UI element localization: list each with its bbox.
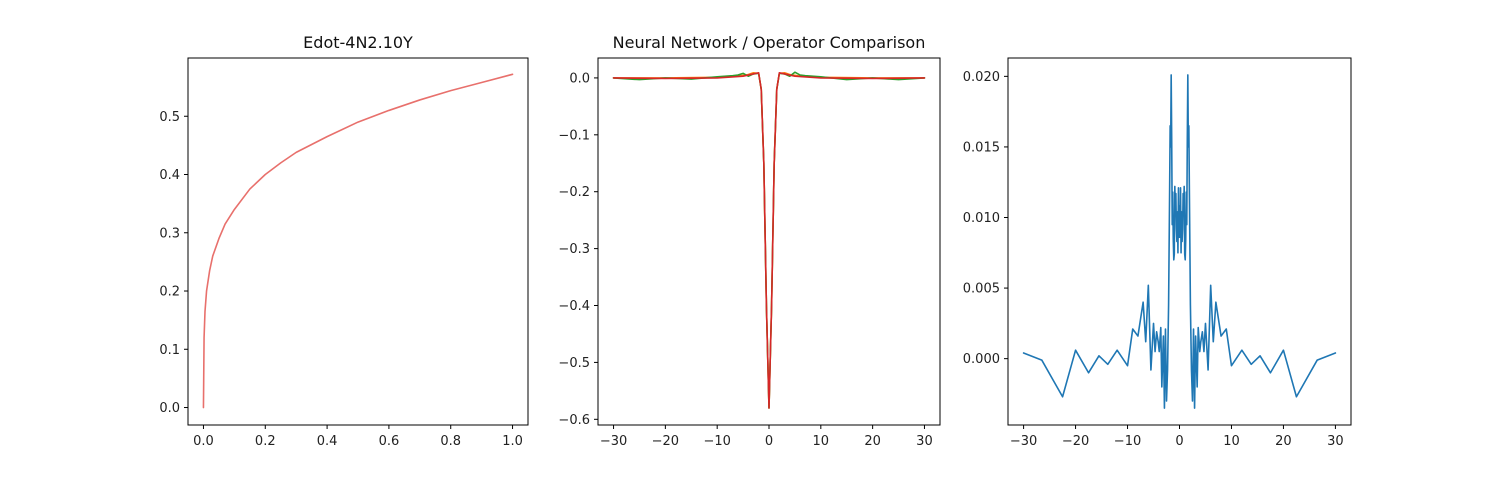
subplot-3-ytick-label: 0.015	[963, 140, 1000, 155]
subplot-2-axes-frame	[597, 57, 941, 426]
subplot-3-xtick-label: −20	[1062, 434, 1089, 449]
subplot-3-xtick-label: −30	[1010, 434, 1037, 449]
subplot-2-title: Neural Network / Operator Comparison	[613, 33, 926, 52]
subplot-1-axes-frame	[187, 57, 529, 426]
subplot-1-plot: 0.0 0.2 0.4 0.6 0.8 1.0 0.0 0.1 0.2 0.3 0.4 0.5	[159, 73, 523, 449]
subplot-3-xtick-label: 10	[1223, 434, 1240, 449]
subplot-3: −30 −20 −10 0 10 20 30 0.000 0.005 0.010 0.015 0.02…	[963, 57, 1352, 449]
subplot-3-xtick-label: 0	[1175, 434, 1183, 449]
subplot-3-ytick-label: 0.000	[963, 352, 1000, 367]
subplot-1-title: Edot-4N2.10Y	[303, 33, 413, 52]
subplot-2-xtick-label: −30	[600, 434, 627, 449]
subplot-2-ytick-label: −0.1	[558, 128, 590, 143]
subplot-1-xtick-label: 0.6	[379, 434, 400, 449]
subplot-2-xtick-label: −20	[652, 434, 679, 449]
subplot-3-series-line-1	[1022, 74, 1337, 409]
subplot-1-ytick-label: 0.5	[159, 110, 180, 125]
subplot-2-ytick-label: −0.2	[558, 185, 590, 200]
subplot-1-ytick-label: 0.0	[159, 401, 180, 416]
subplot-3-xtick-label: 30	[1327, 434, 1344, 449]
subplot-1-xtick-label: 1.0	[502, 434, 523, 449]
subplot-2-xtick-label: 20	[864, 434, 881, 449]
subplot-2-series-line-3	[612, 71, 926, 409]
subplot-3-plot: −30 −20 −10 0 10 20 30 0.000 0.005 0.010 0.015 0.02…	[963, 70, 1344, 449]
subplot-2-plot: −30 −20 −10 0 10 20 30 0.0 −0.1 −0.2 −0.3 −0.4 −0.5 −…	[558, 71, 932, 449]
subplot-3-xtick-label: −10	[1114, 434, 1141, 449]
subplot-1-xtick-label: 0.2	[255, 434, 276, 449]
subplot-2: Neural Network / Operator Comparison −30…	[558, 33, 941, 449]
subplot-2-ytick-label: −0.5	[558, 356, 590, 371]
subplot-1-xtick-label: 0.0	[193, 434, 214, 449]
subplot-1-ytick-label: 0.1	[159, 343, 180, 358]
subplot-1-xtick-label: 0.4	[317, 434, 338, 449]
subplot-2-ytick-label: −0.3	[558, 242, 590, 257]
subplot-1-ytick-label: 0.4	[159, 168, 180, 183]
subplot-2-ytick-label: −0.6	[558, 413, 590, 428]
subplot-1-series-line-1	[202, 73, 514, 409]
subplot-3-ytick-label: 0.010	[963, 211, 1000, 226]
subplot-2-xtick-label: −10	[703, 434, 730, 449]
subplot-2-ytick-label: −0.4	[558, 299, 590, 314]
subplot-1-ytick-label: 0.3	[159, 226, 180, 241]
subplot-2-xtick-label: 30	[916, 434, 933, 449]
subplot-3-xtick-label: 20	[1275, 434, 1292, 449]
subplot-3-ytick-label: 0.005	[963, 282, 1000, 297]
subplot-1-xtick-label: 0.8	[440, 434, 461, 449]
subplot-3-axes-frame	[1007, 57, 1352, 426]
subplot-2-xtick-label: 10	[813, 434, 830, 449]
subplot-2-ytick-label: 0.0	[569, 71, 590, 86]
subplot-3-ytick-label: 0.020	[963, 70, 1000, 85]
subplot-1: Edot-4N2.10Y 0.0 0.2 0.4 0.6 0.8 1.0 0.0 0.1 0.2…	[159, 33, 529, 449]
subplot-2-xtick-label: 0	[765, 434, 773, 449]
subplot-1-ytick-label: 0.2	[159, 285, 180, 300]
